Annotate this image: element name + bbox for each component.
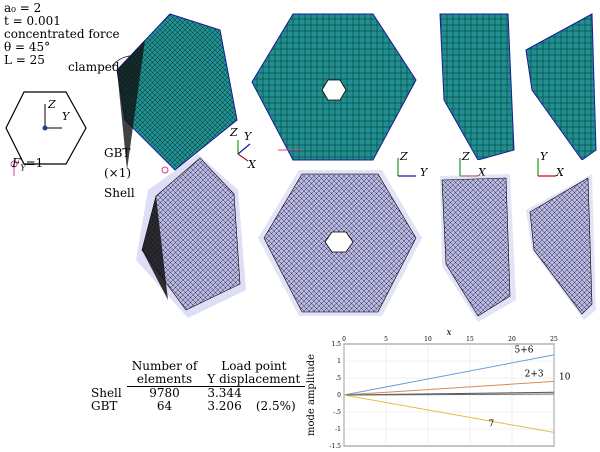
x-axis-label: x <box>446 330 451 338</box>
triad-front-z: Z <box>400 150 408 163</box>
triad-top <box>537 158 556 177</box>
clamped-label: clamped <box>68 60 120 74</box>
results-table: Number of Load point elements Y displace… <box>86 359 306 413</box>
triad-iso-x: X <box>248 158 256 171</box>
triad-front <box>397 158 416 177</box>
shell-view-side <box>440 174 516 322</box>
series-line <box>343 380 555 396</box>
shell-label: Shell <box>104 186 135 200</box>
x-tick-label: 10 <box>424 336 432 343</box>
param-length: L = 25 <box>4 53 45 67</box>
param-t: t = 0.001 <box>4 14 61 28</box>
y-tick-label: 1 <box>337 358 341 365</box>
row-error <box>251 387 305 401</box>
triad-side-x: X <box>478 166 486 179</box>
triad-iso-z: Z <box>230 126 238 139</box>
series-line <box>343 393 555 396</box>
row-displacement: 3.344 <box>207 386 242 400</box>
shell-view-isometric <box>136 154 246 318</box>
col-elements-header-1: Number of <box>131 359 198 373</box>
x-tick-label: 20 <box>508 336 516 343</box>
x-tick-label: 25 <box>550 336 558 343</box>
cross-section-diagram <box>5 91 87 176</box>
series-line <box>343 394 555 433</box>
param-a0: a₀ = 2 <box>4 1 42 15</box>
y-axis-label: mode amplitude <box>306 354 317 436</box>
gbt-view-front <box>251 13 417 161</box>
force-label: FY=1 <box>12 156 44 173</box>
y-tick-label: -.5 <box>333 409 341 416</box>
row-displacement: 3.206 <box>207 399 242 413</box>
triad-side-z: Z <box>462 150 470 163</box>
col-disp-header-1: Load point <box>221 359 287 373</box>
y-tick-label: .5 <box>335 375 341 382</box>
series-label: 7 <box>488 419 494 429</box>
param-theta: θ = 45° <box>4 40 51 54</box>
shell-view-front <box>258 170 422 316</box>
triad-top-x: X <box>556 166 564 179</box>
shell-view-top <box>526 174 596 320</box>
series-label: 2+3 <box>525 369 544 379</box>
row-elements: 64 <box>156 399 173 413</box>
table-row: GBT 64 3.206 (2.5%) <box>86 400 305 413</box>
section-axis-z: Z <box>48 98 56 111</box>
y-tick-label: 1.5 <box>331 341 341 348</box>
x-tick-label: 5 <box>384 336 388 343</box>
triad-top-y: Y <box>540 150 548 163</box>
x-tick-label: 15 <box>466 336 474 343</box>
triad-front-y: Y <box>420 166 428 179</box>
gbt-view-side <box>439 13 515 160</box>
series-label: 10 <box>559 373 571 383</box>
table-row: Shell 9780 3.344 <box>86 385 305 401</box>
y-tick-label: 0 <box>337 392 341 399</box>
col-elements-header-2: elements <box>126 373 203 387</box>
gbt-label: GBT <box>104 146 131 160</box>
col-disp-header-2: Y displacement <box>202 373 306 387</box>
param-load: concentrated force <box>4 27 120 41</box>
x-tick-label: 0 <box>342 336 346 343</box>
gbt-view-top <box>525 13 597 160</box>
triad-iso-y: Y <box>244 130 252 143</box>
row-error: (2.5%) <box>255 399 296 413</box>
series-line <box>343 354 555 396</box>
y-tick-label: -1 <box>335 426 341 433</box>
section-axis-y: Y <box>62 110 70 123</box>
gbt-scale-label: (×1) <box>104 166 132 180</box>
gbt-view-isometric <box>116 13 238 174</box>
row-name: GBT <box>91 399 118 413</box>
row-name: Shell <box>91 385 122 400</box>
triad-isometric <box>237 140 251 162</box>
y-tick-label: -1.5 <box>329 443 341 450</box>
series-label: 5+6 <box>515 346 534 356</box>
row-elements: 9780 <box>149 386 180 400</box>
